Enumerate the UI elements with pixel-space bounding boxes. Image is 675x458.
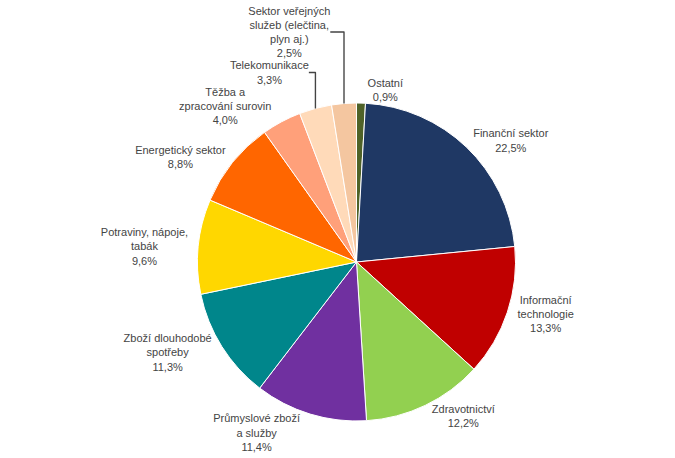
svg-text:Telekomunikace3,3%: Telekomunikace3,3%	[230, 59, 309, 85]
svg-text:Energetický sektor8,8%: Energetický sektor8,8%	[135, 144, 226, 170]
svg-text:Ostatní0,9%: Ostatní0,9%	[368, 77, 403, 103]
svg-text:Informačnítechnologie13,3%: Informačnítechnologie13,3%	[518, 294, 574, 335]
svg-text:Těžba azpracování surovin4,0%: Těžba azpracování surovin4,0%	[179, 86, 271, 127]
svg-text:Potraviny, nápoje,tabák9,6%: Potraviny, nápoje,tabák9,6%	[101, 226, 188, 267]
svg-text:Zboží dlouhodobéspotřeby11,3%: Zboží dlouhodobéspotřeby11,3%	[124, 332, 212, 373]
svg-text:Průmyslové zbožía služby11,4%: Průmyslové zbožía služby11,4%	[213, 412, 300, 453]
svg-text:Finanční sektor22,5%: Finanční sektor22,5%	[473, 127, 549, 153]
svg-text:Zdravotnictví12,2%: Zdravotnictví12,2%	[432, 403, 495, 429]
svg-text:Sektor veřejnýchslužeb (elečti: Sektor veřejnýchslužeb (elečtina,plyn aj…	[248, 5, 330, 60]
